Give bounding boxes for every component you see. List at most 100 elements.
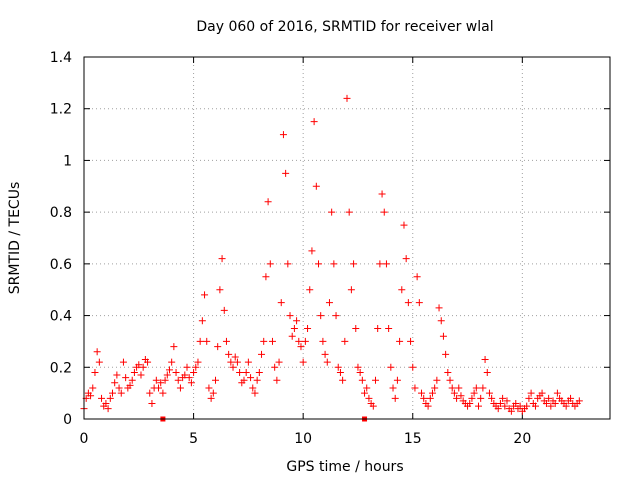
data-point — [113, 371, 121, 379]
data-point — [424, 402, 432, 410]
ticks: 0 0.2 0.4 0.6 0.8 1 1.2 1.4 0 5 10 15 20 — [50, 50, 610, 447]
data-point — [468, 394, 476, 402]
data-point — [343, 94, 351, 102]
x-tick-label: 5 — [189, 431, 198, 447]
data-point — [488, 394, 496, 402]
data-point — [89, 384, 97, 392]
data-point — [545, 394, 553, 402]
data-point — [176, 384, 184, 392]
data-point — [168, 358, 176, 366]
data-point — [503, 397, 511, 405]
x-tick-label: 15 — [404, 431, 422, 447]
data-point — [531, 402, 539, 410]
data-point — [553, 389, 561, 397]
data-point — [122, 374, 130, 382]
data-point — [181, 371, 189, 379]
data-point — [161, 376, 169, 384]
data-point — [385, 325, 393, 332]
data-point — [448, 384, 456, 392]
data-point — [391, 394, 399, 402]
grid — [84, 57, 610, 419]
data-point — [501, 402, 509, 410]
data-point — [240, 376, 248, 384]
data-point — [415, 299, 423, 307]
data-point — [398, 286, 406, 294]
data-point — [137, 371, 145, 379]
y-tick-label: 0.8 — [50, 205, 72, 221]
data-point — [413, 273, 421, 281]
data-point — [95, 358, 103, 366]
data-point — [475, 402, 482, 410]
x-tick-label: 10 — [294, 431, 312, 447]
data-point — [325, 299, 333, 307]
data-point — [190, 368, 198, 376]
data-point — [157, 379, 165, 387]
y-axis-title: SRMTID / TECUs — [7, 182, 23, 295]
data-point — [102, 399, 110, 407]
data-point — [361, 389, 369, 397]
data-point — [290, 325, 298, 332]
data-point — [104, 405, 112, 413]
data-point — [295, 337, 303, 345]
data-point — [209, 389, 217, 397]
data-point — [507, 407, 515, 415]
data-point — [214, 343, 222, 351]
data-point — [247, 374, 255, 382]
data-point — [225, 350, 233, 358]
data-point — [334, 363, 342, 371]
data-point — [389, 384, 397, 392]
data-point — [128, 376, 136, 384]
data-point — [330, 260, 338, 268]
data-point — [196, 337, 204, 345]
data-point — [376, 260, 384, 268]
data-point — [411, 384, 419, 392]
data-point — [165, 366, 173, 374]
data-point — [457, 392, 465, 400]
y-tick-label: 0.2 — [50, 360, 72, 376]
y-tick-label: 0 — [63, 412, 72, 428]
data-point — [409, 363, 417, 371]
data-point — [286, 312, 294, 320]
data-point — [233, 358, 241, 366]
data-point — [135, 361, 143, 369]
data-point — [119, 358, 127, 366]
data-point — [159, 389, 167, 397]
data-point — [108, 389, 116, 397]
data-point — [363, 384, 371, 392]
data-point — [567, 394, 575, 402]
data-point — [148, 399, 156, 407]
data-point — [187, 379, 195, 387]
data-point — [547, 402, 555, 410]
data-point — [255, 368, 263, 376]
chart-title: Day 060 of 2016, SRMTID for receiver wla… — [196, 19, 493, 35]
data-point — [152, 376, 160, 384]
data-point — [288, 332, 296, 340]
data-point — [527, 389, 535, 397]
data-point — [426, 394, 434, 402]
data-point — [350, 260, 358, 268]
data-point — [402, 255, 410, 263]
data-point — [279, 131, 287, 139]
data-point — [244, 358, 252, 366]
data-point — [472, 384, 480, 392]
data-point — [339, 376, 347, 384]
data-point — [352, 325, 360, 332]
y-tick-label: 1.2 — [50, 102, 72, 118]
data-point — [485, 389, 493, 397]
data-point — [341, 337, 349, 345]
data-point — [315, 260, 323, 268]
data-point — [437, 317, 445, 325]
data-point — [299, 358, 307, 366]
data-point — [328, 208, 336, 216]
data-point — [310, 118, 318, 126]
data-point — [354, 363, 362, 371]
data-point — [323, 358, 331, 366]
data-point — [251, 389, 259, 397]
data-point — [345, 208, 353, 216]
data-point — [551, 399, 559, 407]
data-point — [205, 384, 213, 392]
data-point — [428, 389, 436, 397]
data-point — [439, 332, 447, 340]
data-point — [268, 337, 276, 345]
